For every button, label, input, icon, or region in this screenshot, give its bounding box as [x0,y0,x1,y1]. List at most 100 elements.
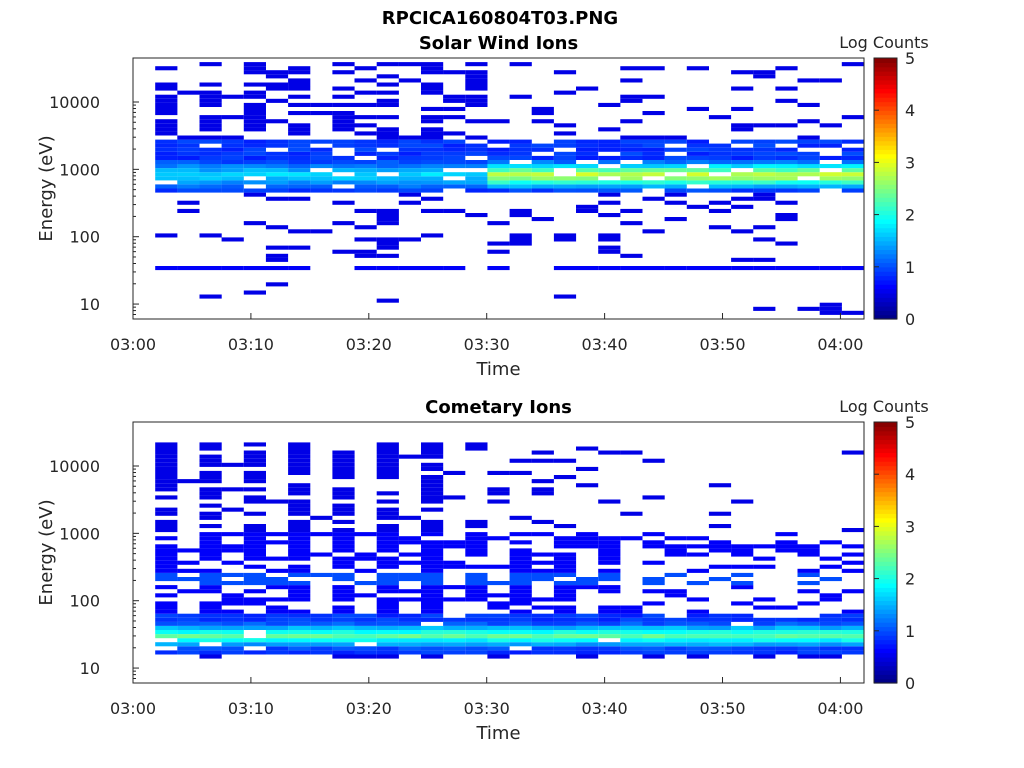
data-cell [731,176,754,181]
data-cell [243,556,266,561]
data-cell [288,131,311,136]
data-cell [155,94,178,99]
data-cell [354,139,377,144]
data-cell [642,646,665,651]
colorbar-segment [874,452,897,458]
data-cell [288,151,311,156]
data-cell [465,135,488,140]
data-cell [465,164,488,169]
data-cell [421,491,444,496]
data-cell [553,131,577,136]
data-cell [797,266,820,271]
data-cell [265,499,289,504]
data-cell [598,609,621,614]
data-cell [354,532,377,537]
data-cell [531,143,554,148]
data-cell [620,180,643,185]
data-cell [376,442,399,447]
data-cell [376,650,399,655]
data-cell [243,601,266,606]
data-cell [819,556,842,561]
data-cell [775,151,798,156]
data-cell [421,147,444,152]
data-cell [443,208,466,213]
data-cell [421,164,444,169]
data-cell [376,621,399,626]
data-cell [155,147,178,152]
data-cell [265,556,289,561]
data-cell [620,151,643,156]
data-cell [221,593,244,598]
data-cell [642,143,665,148]
data-cell [421,155,444,160]
data-cell [731,625,754,630]
data-cell [819,172,842,177]
data-cell [243,147,266,152]
colorbar-segment [874,665,897,671]
data-cell [265,597,289,602]
colorbar-segment [874,456,897,462]
data-cell [354,151,377,156]
colorbar-segment [874,435,897,440]
data-cell [576,139,599,144]
data-cell [398,515,421,520]
x-tick-label: 03:40 [582,335,628,354]
data-cell [421,634,444,639]
data-cell [731,552,754,557]
data-cell [265,646,289,651]
data-cell [819,654,842,659]
data-cell [443,585,466,590]
data-cell [841,310,864,315]
data-cell [642,532,665,537]
data-cell [531,487,554,492]
data-cell [487,634,510,639]
data-cell [797,544,820,549]
data-cell [243,544,266,549]
data-cell [288,621,311,626]
data-cell [376,160,399,165]
data-cell [199,572,222,577]
data-cell [288,589,311,594]
data-cell [553,572,577,577]
colorbar-segment [874,149,897,155]
colorbar-segment [874,66,897,72]
data-cell [155,102,178,107]
data-cell [775,155,798,160]
data-cell [288,143,311,148]
data-cell [531,638,554,643]
data-cell [332,646,355,651]
data-cell [753,617,776,622]
data-cell [531,621,554,626]
data-cell [465,630,488,635]
data-cell [310,151,333,156]
data-cell [598,188,621,193]
data-cell [553,617,577,622]
data-cell [221,172,244,177]
data-cell [332,548,355,553]
colorbar-segment [874,439,897,445]
data-cell [376,528,399,533]
data-cell [797,151,820,156]
data-cell [332,536,355,541]
data-cell [288,111,311,116]
data-cell [199,475,222,480]
data-cell [487,642,510,647]
data-cell [155,585,178,590]
data-cell [310,184,333,189]
data-cell [155,123,178,128]
data-cell [376,155,399,160]
data-cell [177,135,200,140]
data-cell [199,625,222,630]
data-cell [421,630,444,635]
data-cell [797,572,820,577]
data-cell [376,609,399,614]
data-cell [265,585,289,590]
data-cell [775,200,798,205]
data-cell [398,642,421,647]
chart-title: Solar Wind Ions [419,33,578,54]
data-cell [509,458,532,463]
data-cell [509,609,532,614]
data-cell [398,552,421,557]
data-cell [199,524,222,529]
data-cell [421,540,444,545]
